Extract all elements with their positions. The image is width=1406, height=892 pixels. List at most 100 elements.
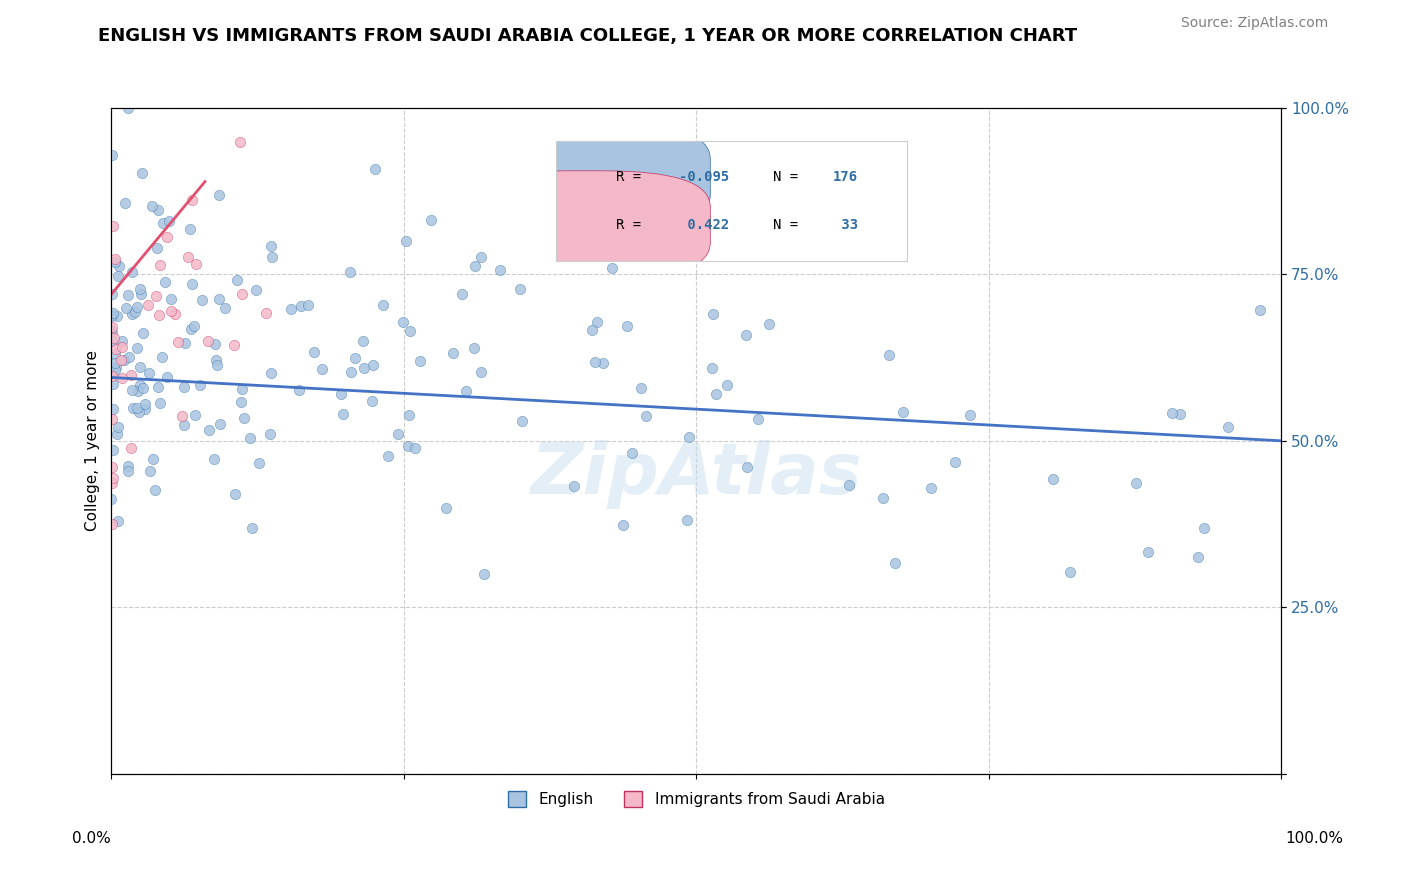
English (409, 353, 432, 368)
English (160, 292, 183, 306)
English (891, 404, 914, 418)
English (332, 407, 354, 421)
English (190, 377, 212, 392)
English (373, 298, 395, 312)
English (100, 309, 122, 323)
Immigrants from Saudi Arabia (172, 409, 194, 424)
English (716, 378, 738, 392)
English (621, 446, 644, 460)
Immigrants from Saudi Arabia (149, 258, 172, 272)
English (103, 376, 125, 391)
English (245, 283, 267, 297)
English (879, 347, 901, 361)
English (260, 239, 283, 253)
English (297, 298, 319, 312)
English (132, 381, 155, 395)
English (100, 323, 122, 337)
English (232, 411, 254, 425)
English (1216, 420, 1239, 434)
English (101, 306, 124, 320)
Immigrants from Saudi Arabia (231, 287, 253, 301)
English (208, 188, 231, 202)
English (391, 315, 413, 329)
English (361, 394, 384, 409)
English (183, 409, 205, 423)
English (101, 401, 124, 416)
English (150, 350, 173, 364)
English (702, 307, 724, 321)
English (153, 275, 176, 289)
English (510, 415, 533, 429)
English (128, 405, 150, 419)
English (117, 101, 139, 115)
Text: ZipAtlas: ZipAtlas (530, 440, 862, 508)
English (329, 386, 352, 401)
Immigrants from Saudi Arabia (166, 334, 188, 349)
English (174, 335, 197, 350)
English (260, 251, 283, 265)
English (396, 439, 419, 453)
English (1168, 407, 1191, 421)
English (138, 366, 160, 380)
English (280, 302, 302, 317)
Immigrants from Saudi Arabia (222, 337, 245, 351)
English (226, 273, 249, 287)
English (943, 455, 966, 469)
English (100, 334, 122, 349)
English (363, 358, 385, 372)
English (146, 202, 169, 217)
Immigrants from Saudi Arabia (177, 250, 200, 264)
English (231, 382, 253, 396)
Immigrants from Saudi Arabia (254, 306, 277, 320)
English (509, 282, 531, 296)
English (125, 401, 148, 415)
English (758, 318, 780, 332)
Text: Source: ZipAtlas.com: Source: ZipAtlas.com (1181, 16, 1329, 29)
English (100, 147, 122, 161)
English (103, 443, 125, 458)
English (311, 362, 333, 376)
English (464, 259, 486, 273)
English (114, 195, 136, 210)
English (678, 430, 700, 444)
English (872, 491, 894, 505)
English (214, 301, 236, 316)
English (224, 487, 246, 501)
English (104, 255, 127, 269)
English (339, 265, 361, 279)
Legend: English, Immigrants from Saudi Arabia: English, Immigrants from Saudi Arabia (502, 785, 891, 814)
English (581, 323, 603, 337)
English (1192, 521, 1215, 535)
English (353, 361, 375, 376)
English (463, 342, 485, 356)
English (180, 277, 202, 292)
English (700, 361, 723, 376)
English (104, 347, 127, 361)
English (404, 441, 426, 455)
Immigrants from Saudi Arabia (101, 319, 124, 334)
Immigrants from Saudi Arabia (181, 193, 204, 207)
English (105, 426, 128, 441)
English (128, 360, 150, 375)
English (121, 306, 143, 320)
English (100, 286, 122, 301)
Immigrants from Saudi Arabia (104, 252, 127, 266)
English (398, 408, 420, 422)
English (344, 351, 367, 365)
English (735, 459, 758, 474)
English (101, 326, 124, 340)
Immigrants from Saudi Arabia (101, 516, 124, 531)
English (121, 401, 143, 415)
English (1137, 544, 1160, 558)
English (157, 213, 180, 227)
English (128, 378, 150, 392)
English (231, 395, 253, 409)
English (290, 299, 312, 313)
English (127, 341, 149, 355)
English (304, 345, 326, 359)
English (470, 365, 492, 379)
English (129, 287, 152, 301)
English (363, 161, 385, 176)
English (441, 346, 464, 360)
English (108, 260, 131, 274)
